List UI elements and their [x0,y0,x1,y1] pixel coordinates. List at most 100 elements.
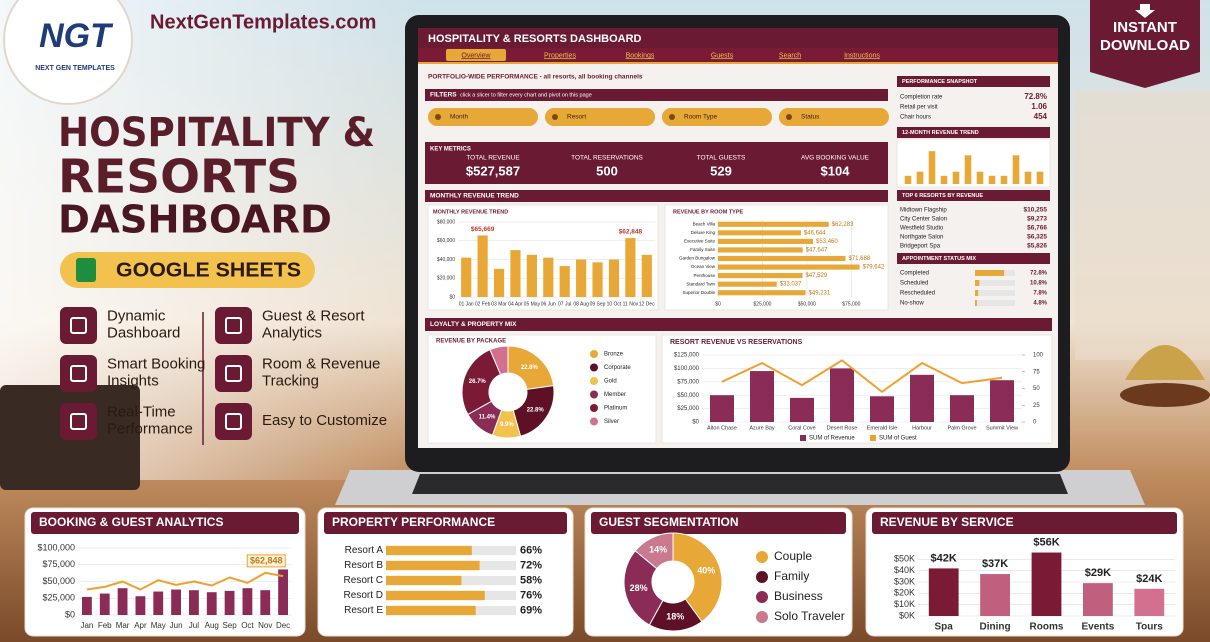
legend-swatch [756,591,768,603]
x-tick-label: Spa [935,622,954,633]
website: NextGenTemplates.com [150,11,376,33]
tab[interactable]: Bookings [626,52,655,59]
bar [980,574,1011,616]
data-label: 58% [520,574,542,586]
donut-slice [623,550,664,626]
data-label: $62,848 [250,555,283,565]
slicer-label[interactable]: Status [801,114,820,121]
x-tick-label: Jan [80,621,93,630]
feature-icon-glyph [225,317,242,334]
y-tick-label: $40,000 [437,257,455,263]
tab[interactable]: Properties [544,52,576,59]
resort-label: Midtown Flagship [900,208,947,214]
bar [952,171,960,184]
donut-slice [634,532,674,570]
snapshot-value: 454 [1034,112,1048,121]
bar [386,590,485,601]
x-tick-label: 03 Mar [491,301,507,307]
x-tick-label: 01 Jan [459,301,474,307]
x-tick-label: 07 Jul [558,301,571,307]
y-tick-label: Resort E [344,605,383,616]
bar [278,569,288,615]
x-tick-label: Summit View [986,425,1018,431]
resort-value: $6,325 [1027,234,1047,241]
card [24,507,306,637]
resort-label: City Center Salon [900,217,947,223]
slicer[interactable] [662,108,772,126]
data-label: 10.8% [1030,281,1048,287]
logo-badge [3,0,133,105]
kpi-title: KEY METRICS [430,147,471,153]
bar [1082,583,1113,616]
card-title: BOOKING & GUEST ANALYTICS [39,515,223,529]
data-label: 9.9% [500,422,514,428]
hero-title: RESORTS [58,150,300,204]
x-tick-label: May [151,621,166,630]
legend-label: Silver [604,419,619,425]
y-tick-label: $100,000 [37,542,75,552]
data-label: 28% [630,583,648,593]
bar [153,591,164,615]
bar [608,259,620,297]
platform-pill [60,252,315,288]
tab[interactable]: Instructions [844,52,880,59]
slicer-icon [435,114,441,120]
bar [718,238,814,244]
data-label: 18% [666,611,684,621]
slicer[interactable] [545,108,655,126]
section-bar [425,89,888,101]
resort-label: Bridgeport Spa [900,244,941,250]
resort-value: $5,826 [1027,243,1047,250]
slicer-label[interactable]: Month [450,114,468,121]
hero-title: HOSPITALITY & [58,110,375,156]
chart-title: RESORT REVENUE VS RESERVATIONS [670,339,803,346]
bar [975,270,1005,276]
card-title: REVENUE BY SERVICE [880,515,1014,529]
dashboard-title: HOSPITALITY & RESORTS DASHBOARD [428,33,642,45]
bar [718,221,829,227]
bar [1134,588,1165,616]
data-label: 14% [649,545,667,555]
tab[interactable]: Search [779,52,801,59]
sheets-icon [76,258,96,282]
slicer-label[interactable]: Room Type [684,114,718,121]
x-tick-label: 09 Sep [590,301,606,307]
bar [1031,552,1062,616]
snapshot-value: 1.06 [1031,102,1047,111]
feature-text: Easy to Customize [262,412,387,429]
bar-track [975,280,1015,286]
data-label: $37K [982,558,1008,570]
section-bar [425,318,1052,331]
download-icon [1135,4,1155,18]
bar [82,596,92,615]
snapshot-label: Retail per visit [900,105,938,111]
feature-icon-glyph [70,365,87,382]
bar [950,395,974,422]
slicer-label[interactable]: Resort [567,114,586,121]
y-tick-label: $0 [692,420,699,426]
slicer[interactable] [779,108,889,126]
y-tick-label: $30K [894,576,915,586]
snapshot-label: Completion rate [900,95,943,101]
section-title: PERFORMANCE SNAPSHOT [902,79,978,85]
bar [940,175,948,184]
bar [718,247,803,253]
card-title: PROPERTY PERFORMANCE [332,515,495,529]
feature-icon [215,307,252,344]
x-tick-label: Jul [189,621,199,630]
data-label: $46,644 [804,230,826,236]
x-tick-label: 11 Nov [623,301,639,307]
section-title: MONTHLY REVENUE TREND [430,193,519,200]
legend-label: Solo Traveler [774,609,845,623]
y-tick-label: $100,000 [674,366,700,372]
tab-bar [418,48,1058,62]
bell [1125,345,1205,380]
legend-swatch [590,350,598,358]
slicer[interactable] [428,108,538,126]
tab[interactable]: Guests [711,52,734,59]
badge [1090,0,1200,88]
bar [988,175,996,184]
x-tick-label: $0 [715,301,721,307]
tab[interactable]: Overview [461,52,491,59]
line [721,359,1003,393]
